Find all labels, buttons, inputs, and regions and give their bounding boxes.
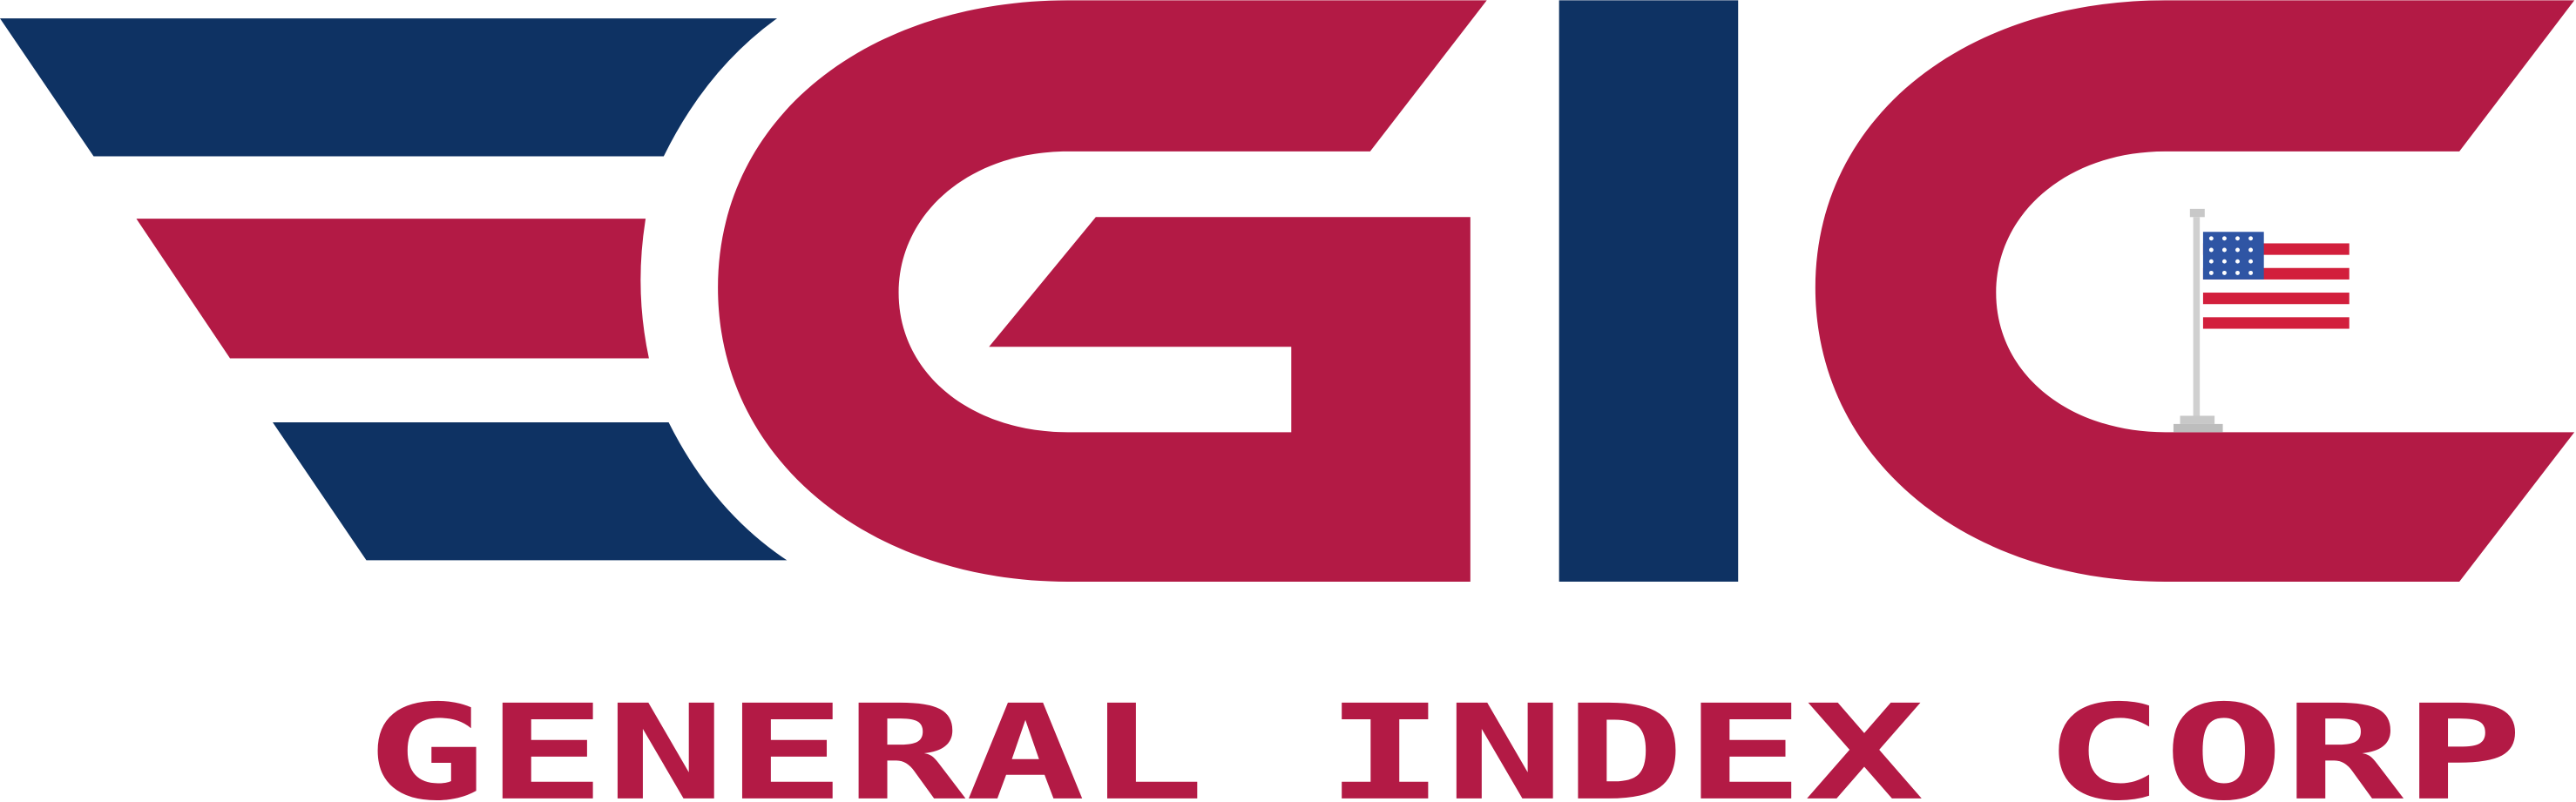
letter-c xyxy=(1815,0,2575,582)
letter-i xyxy=(1558,0,1739,582)
stripe-bottom xyxy=(273,422,788,561)
flag xyxy=(2173,208,2350,433)
tagline: GENERAL INDEX CORP xyxy=(367,677,2524,802)
stripe-top xyxy=(0,18,778,157)
stripe-middle xyxy=(136,219,649,359)
letter-g xyxy=(718,0,1487,582)
